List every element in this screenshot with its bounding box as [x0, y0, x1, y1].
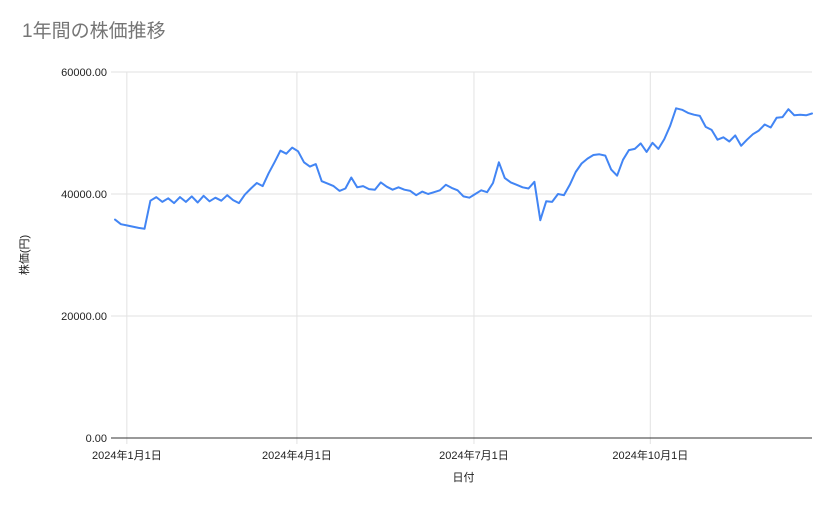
y-tick-label: 20000.00 — [61, 311, 107, 323]
x-tick-label: 2024年1月1日 — [92, 448, 162, 462]
price-line — [114, 107, 813, 230]
y-tick-label: 60000.00 — [61, 67, 107, 79]
y-tick-label: 40000.00 — [61, 189, 107, 201]
y-axis-title: 株価(円) — [17, 235, 31, 275]
x-tick-label: 2024年7月1日 — [439, 448, 509, 462]
x-tick-label: 2024年4月1日 — [262, 448, 332, 462]
chart-title: 1年間の株価推移 — [22, 21, 166, 42]
y-tick-label: 0.00 — [86, 433, 107, 445]
x-tick-label: 2024年10月1日 — [612, 448, 688, 462]
x-axis-title: 日付 — [453, 471, 475, 484]
